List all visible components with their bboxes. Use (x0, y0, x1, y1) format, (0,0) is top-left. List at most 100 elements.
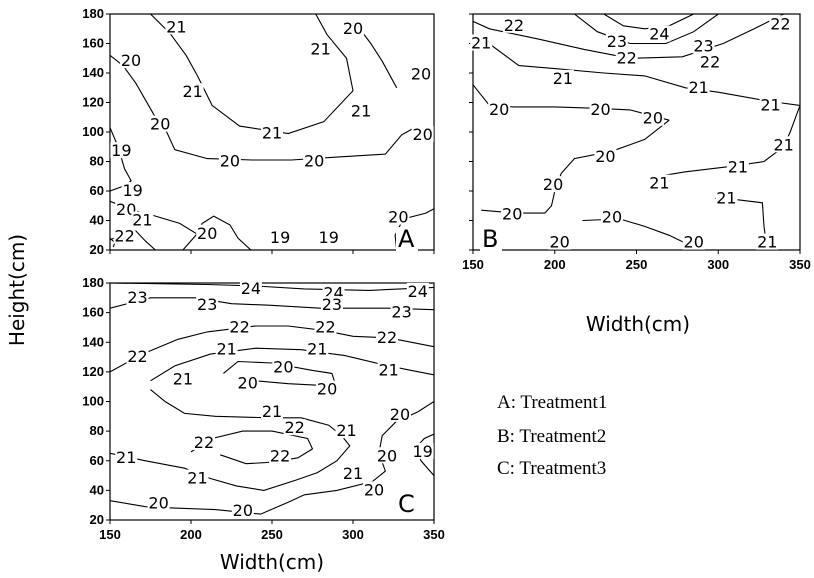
contour-label: 23 (127, 288, 147, 307)
contour-label-bg (548, 233, 571, 250)
contour-label-bg (687, 78, 710, 95)
contour-label-bg (692, 37, 715, 54)
y-tick-label: 60 (90, 453, 104, 468)
contour-label: 20 (643, 109, 663, 128)
contour-label: 21 (757, 233, 777, 252)
contour-lines (110, 283, 434, 515)
contour-label-bg (726, 158, 749, 175)
contour-label: 20 (121, 51, 141, 70)
contour-line-19 (182, 215, 252, 250)
contour-label-bg (269, 229, 292, 246)
panel-letter: B (482, 225, 498, 253)
contour-label-bg (196, 296, 219, 313)
contour-label: 20 (197, 224, 217, 243)
contour-label-bg (283, 419, 306, 436)
contour-label: 22 (270, 446, 290, 465)
contour-line-20 (223, 360, 336, 386)
y-tick-label: 80 (90, 423, 104, 438)
contour-label-bg (542, 176, 565, 193)
contour-label-bg (376, 447, 399, 464)
contour-label-bg (648, 174, 671, 191)
contour-line-21 (649, 105, 800, 179)
contour-label-bg (120, 52, 143, 69)
contour-label-bg (376, 328, 399, 345)
contour-label: 23 (197, 295, 217, 314)
contour-label: 21 (343, 464, 363, 483)
contour-label: 21 (262, 123, 282, 142)
contour-line-20 (582, 218, 691, 247)
y-tick-label: 160 (82, 305, 104, 320)
contour-label: 22 (700, 53, 720, 72)
contour-label: 22 (315, 317, 335, 336)
contour-label-bg (147, 494, 170, 511)
contour-label-bg (772, 136, 795, 153)
contour-label-bg (682, 233, 705, 250)
legend-item-c: C: Treatment3 (497, 458, 606, 480)
legend-item-b: B: Treatment2 (497, 426, 606, 448)
contour-label: 22 (617, 48, 637, 67)
y-tick-label: 100 (82, 124, 104, 139)
y-tick-label: 120 (82, 95, 104, 110)
contour-label: 21 (336, 421, 356, 440)
contour-label: 20 (412, 125, 432, 144)
contour-label: 22 (285, 418, 305, 437)
contour-label: 22 (770, 14, 790, 33)
x-tick-label: 250 (626, 257, 648, 272)
contour-label: 20 (549, 233, 569, 252)
contour-label-bg (589, 100, 612, 117)
contour-label: 23 (693, 36, 713, 55)
contour-label: 21 (760, 95, 780, 114)
contour-label: 20 (390, 405, 410, 424)
contour-label: 21 (307, 340, 327, 359)
contour-label-bg (335, 422, 358, 439)
contour-label: 21 (262, 402, 282, 421)
contour-label: 21 (471, 34, 491, 53)
contour-label-bg (306, 340, 329, 357)
contour-label-bg (756, 233, 779, 250)
contour-label-bg (309, 40, 332, 57)
contour-line-23 (574, 14, 719, 45)
contour-label: 21 (216, 340, 236, 359)
contour-label-bg (316, 380, 339, 397)
contour-label-bg (350, 102, 373, 119)
contour-label: 20 (590, 100, 610, 119)
contour-label-bg (272, 358, 295, 375)
legend-label-a: Treatment1 (520, 392, 608, 413)
contour-label: 21 (182, 82, 202, 101)
contour-label-bg (269, 447, 292, 464)
x-tick-label: 350 (789, 257, 811, 272)
contour-label-bg (363, 481, 386, 498)
contour-line-21 (110, 389, 351, 491)
contour-label: 24 (649, 25, 669, 44)
contour-label-bg (192, 433, 215, 450)
y-axis-title: Height(cm) (5, 234, 29, 346)
contour-line-23 (110, 297, 434, 311)
contour-label: 23 (391, 303, 411, 322)
y-tick-label: 40 (90, 213, 104, 228)
contour-label-bg (388, 405, 411, 422)
contour-label: 21 (351, 101, 371, 120)
contour-label: 20 (150, 115, 170, 134)
contour-label: 21 (716, 188, 736, 207)
contour-line-22 (110, 325, 434, 373)
contour-label: 20 (502, 205, 522, 224)
contour-label: 21 (728, 157, 748, 176)
contour-label: 21 (688, 78, 708, 97)
legend-key-a: A: (497, 392, 516, 413)
contour-label: 21 (378, 360, 398, 379)
contour-line-22 (190, 430, 314, 465)
y-tick-label: 100 (82, 394, 104, 409)
contour-label-bg (215, 340, 238, 357)
y-tick-label: 140 (82, 65, 104, 80)
contour-line-21 (150, 347, 434, 382)
contour-label-bg (406, 282, 429, 299)
contour-label: 19 (111, 141, 131, 160)
panel-letter-bg (480, 227, 502, 251)
y-tick-label: 180 (82, 6, 104, 21)
contour-label: 20 (273, 357, 293, 376)
contour-label: 21 (132, 211, 152, 230)
legend-label-c: Treatment3 (519, 458, 607, 479)
contour-label-bg (165, 18, 188, 35)
